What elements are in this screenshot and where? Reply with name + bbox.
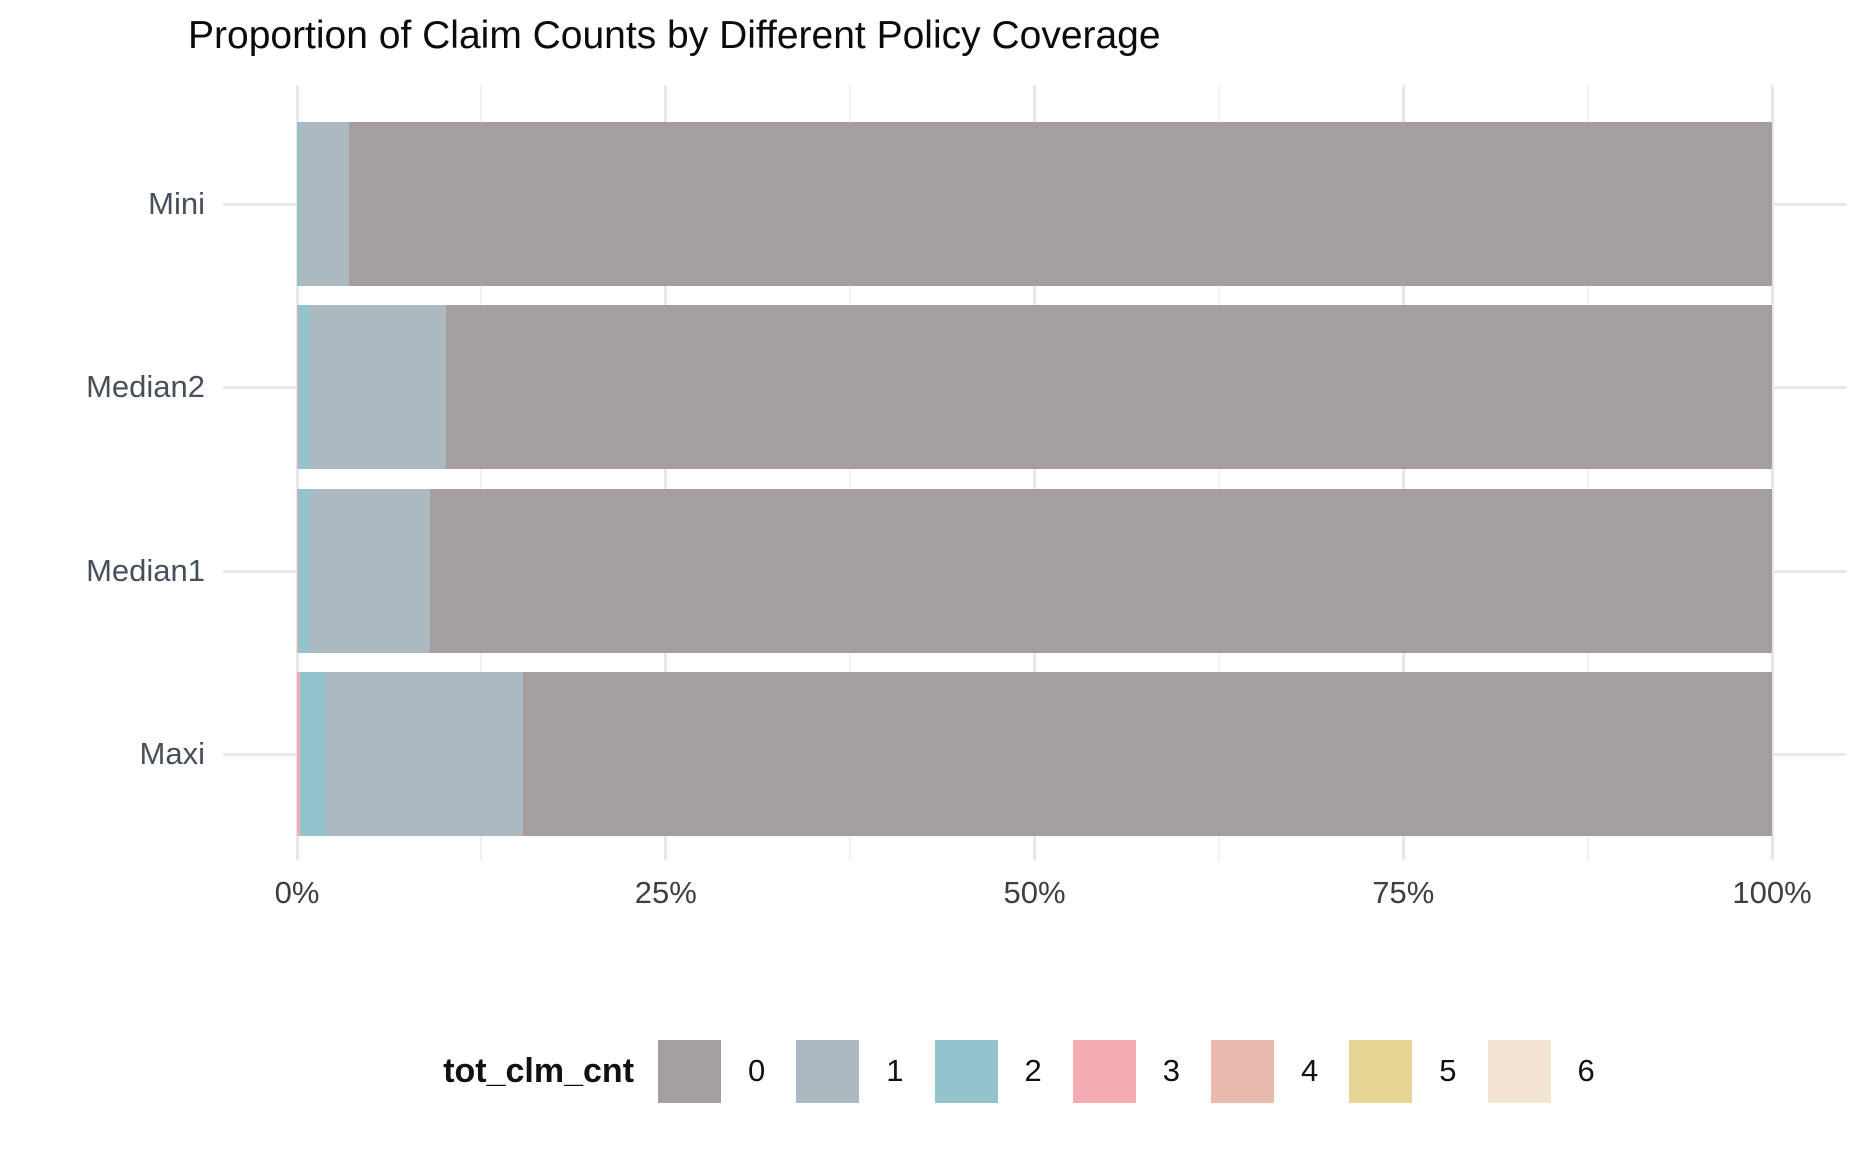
bar-segment-median1-clm1 [310, 489, 430, 653]
legend-swatch-5 [1349, 1039, 1413, 1103]
chart-title: Proportion of Claim Counts by Different … [188, 14, 1161, 57]
x-axis-tick-label: 0% [274, 875, 320, 910]
bar-row-median2 [223, 305, 1846, 469]
gridline-vertical-minor [480, 85, 483, 860]
stacked-bar-median1 [297, 489, 1772, 653]
legend-label: 3 [1162, 1053, 1181, 1088]
y-axis-label-mini: Mini [148, 186, 205, 221]
bar-segment-mini-clm0 [349, 122, 1772, 286]
legend-swatch-6 [1487, 1039, 1551, 1103]
legend-key-4: 4 [1211, 1039, 1349, 1103]
bar-segment-maxi-clm3 [297, 672, 300, 836]
bar-segment-median1-clm2 [298, 489, 311, 653]
x-axis-tick-label: 75% [1372, 875, 1435, 910]
legend-key-2: 2 [934, 1039, 1073, 1103]
legend-label: 2 [1024, 1053, 1042, 1088]
bar-row-maxi [223, 672, 1846, 836]
bar-segment-mini-clm2 [297, 122, 300, 286]
legend-key-6: 6 [1487, 1039, 1626, 1103]
bar-segment-maxi-clm0 [522, 672, 1772, 836]
gridline-vertical-major [664, 85, 668, 860]
stacked-bar-maxi [297, 672, 1772, 836]
legend: tot_clm_cnt 0 1 2 3 4 5 6 [223, 1036, 1846, 1106]
bar-segment-mini-clm1 [299, 122, 350, 286]
legend-swatch-1 [796, 1039, 860, 1103]
y-axis-label-maxi: Maxi [139, 736, 205, 771]
x-axis-tick-label: 100% [1732, 875, 1812, 910]
legend-label: 6 [1577, 1053, 1595, 1088]
legend-key-3: 3 [1072, 1039, 1211, 1103]
bar-row-mini [223, 122, 1846, 286]
gridline-vertical-minor [1217, 85, 1220, 860]
legend-key-1: 1 [796, 1039, 934, 1103]
legend-key-0: 0 [658, 1039, 796, 1103]
x-axis-tick-label: 50% [1003, 875, 1066, 910]
legend-key-5: 5 [1349, 1039, 1487, 1103]
bar-segment-maxi-clm2 [299, 672, 326, 836]
gridline-vertical-major [1770, 85, 1774, 860]
x-axis-tick-label: 25% [634, 875, 697, 910]
bar-row-median1 [223, 489, 1846, 653]
legend-label: 4 [1301, 1053, 1319, 1088]
bar-segment-maxi-clm1 [325, 672, 523, 836]
bar-segment-median1-clm0 [429, 489, 1772, 653]
gridline-vertical-minor [849, 85, 852, 860]
legend-swatch-0 [658, 1039, 722, 1103]
legend-label: 0 [748, 1053, 766, 1088]
bar-segment-median2-clm0 [445, 305, 1772, 469]
legend-keys: 0 1 2 3 4 5 6 [658, 1039, 1626, 1103]
y-axis-label-median2: Median2 [86, 369, 205, 404]
legend-swatch-3 [1072, 1039, 1136, 1103]
plot-panel [223, 85, 1846, 860]
gridline-vertical-minor [1586, 85, 1589, 860]
bar-segment-median2-clm3 [297, 305, 299, 469]
legend-swatch-4 [1211, 1039, 1275, 1103]
gridline-vertical-major [295, 85, 299, 860]
gridline-vertical-major [1033, 85, 1036, 860]
legend-title: tot_clm_cnt [443, 1051, 635, 1090]
bar-segment-median2-clm2 [298, 305, 311, 469]
gridline-vertical-major [1401, 85, 1405, 860]
legend-swatch-2 [934, 1039, 998, 1103]
stacked-bar-median2 [297, 305, 1772, 469]
y-axis-label-median1: Median1 [86, 553, 205, 588]
bar-segment-median1-clm3 [297, 489, 299, 653]
legend-label: 1 [886, 1053, 904, 1088]
bar-segment-median2-clm1 [310, 305, 446, 469]
legend-label: 5 [1439, 1053, 1457, 1088]
stacked-bar-mini [297, 122, 1772, 286]
